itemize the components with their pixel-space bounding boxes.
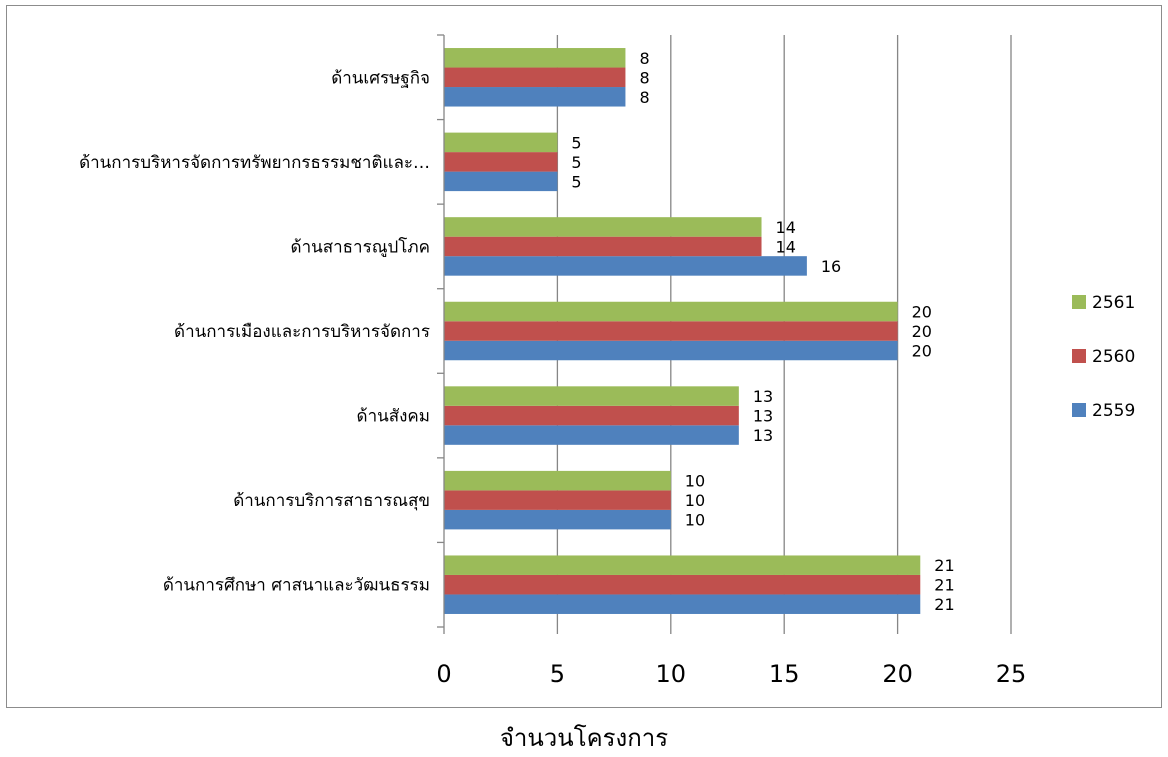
bar [444, 171, 558, 192]
x-tick-label: 5 [550, 660, 565, 688]
bar [444, 321, 898, 341]
bar [444, 425, 739, 445]
data-label: 20 [912, 322, 932, 341]
legend-label: 2559 [1092, 401, 1135, 421]
data-label: 5 [571, 172, 581, 191]
data-label: 14 [776, 237, 796, 256]
labels: 0 5 10 15 20 25 ด้านการศึกษา ศาสนาและวัฒนธรรม 2… [79, 49, 1026, 688]
bar [444, 386, 739, 406]
data-label: 14 [776, 218, 796, 237]
data-label: 16 [821, 257, 841, 276]
bar [444, 574, 921, 595]
bar [444, 470, 671, 491]
x-tick-label: 10 [656, 660, 687, 688]
bar [444, 340, 898, 361]
legend: 2561 2560 2559 [1072, 293, 1135, 421]
legend-swatch [1072, 403, 1086, 417]
category-label: ด้านสังคม [357, 407, 430, 427]
bar [444, 217, 762, 237]
x-tick-label: 20 [882, 660, 913, 688]
category-label: ด้านเศรษฐกิจ [331, 68, 430, 88]
bar [444, 555, 921, 575]
legend-swatch [1072, 349, 1086, 363]
x-axis-title: จำนวนโครงการ [499, 724, 669, 752]
data-label: 20 [912, 303, 932, 322]
data-label: 13 [753, 426, 773, 445]
x-tick-label: 25 [996, 660, 1027, 688]
axes [437, 34, 1012, 634]
data-label: 5 [571, 153, 581, 172]
bar [444, 594, 921, 614]
bar [444, 67, 626, 88]
x-tick-label: 0 [436, 660, 451, 688]
category-label: ด้านการบริการสาธารณสุข [233, 491, 430, 511]
category-label: ด้านการศึกษา ศาสนาและวัฒนธรรม [163, 576, 430, 596]
data-label: 21 [934, 556, 954, 575]
category-label: ด้านการเมืองและการบริหารจัดการ [174, 322, 430, 342]
legend-label: 2561 [1092, 293, 1135, 313]
legend-swatch [1072, 295, 1086, 309]
bar [444, 490, 671, 510]
data-label: 8 [639, 88, 649, 107]
data-label: 10 [685, 491, 705, 510]
data-label: 8 [639, 49, 649, 68]
data-label: 20 [912, 342, 932, 361]
bar [444, 509, 671, 530]
bar [444, 405, 739, 426]
category-label: ด้านสาธารณูปโภค [291, 236, 430, 257]
data-label: 21 [934, 595, 954, 614]
bar [444, 48, 626, 68]
data-label: 21 [934, 576, 954, 595]
legend-label: 2560 [1092, 347, 1135, 367]
data-label: 10 [685, 511, 705, 530]
bar [444, 132, 558, 153]
bar [444, 87, 626, 107]
data-label: 5 [571, 133, 581, 152]
category-label: ด้านการบริหารจัดการทรัพยากรธรรมชาติและ… [79, 153, 430, 173]
x-tick-label: 15 [769, 660, 800, 688]
data-label: 8 [639, 68, 649, 87]
bar [444, 256, 807, 276]
bar [444, 301, 898, 322]
data-label: 13 [753, 387, 773, 406]
data-label: 13 [753, 407, 773, 426]
bar [444, 236, 762, 257]
data-label: 10 [685, 472, 705, 491]
bars [444, 48, 921, 614]
bar [444, 152, 558, 172]
